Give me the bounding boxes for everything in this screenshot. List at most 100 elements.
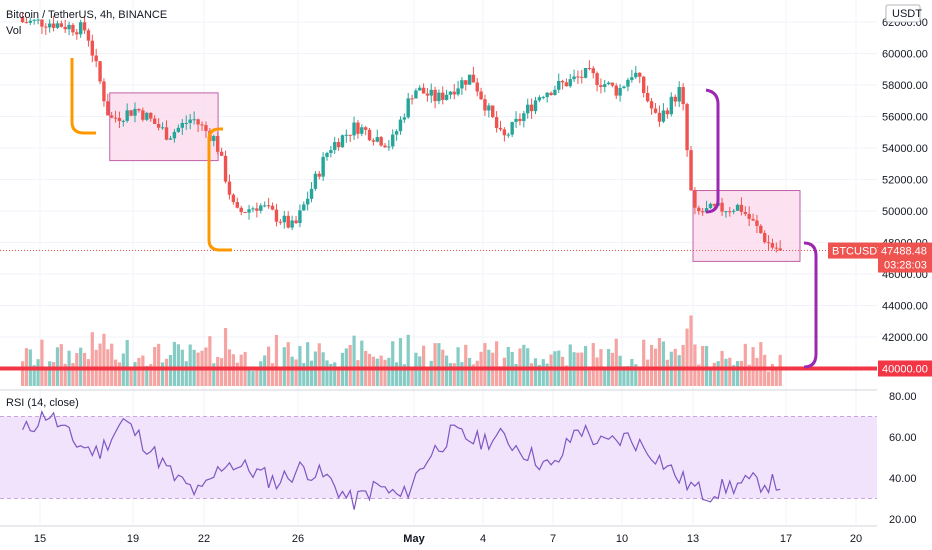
time-tick-label: 4 <box>480 533 486 545</box>
candle-body <box>394 131 399 135</box>
candle-body <box>770 242 775 248</box>
candle-body <box>137 108 141 111</box>
candle-body <box>117 117 122 122</box>
volume-bar <box>160 362 165 386</box>
volume-bar <box>533 358 538 386</box>
volume-bar <box>747 364 751 386</box>
candle-body <box>762 233 767 243</box>
price-axis[interactable]: 62000.0060000.0058000.0056000.0054000.00… <box>877 0 932 550</box>
volume-bar <box>770 364 775 386</box>
candle-body <box>172 131 177 139</box>
volume-bar <box>317 343 321 386</box>
candle-body <box>360 127 364 134</box>
volume-bar <box>356 360 360 386</box>
candle-body <box>239 207 243 213</box>
volume-bar <box>595 357 599 386</box>
candle-body <box>305 198 310 205</box>
candle-body <box>294 220 298 224</box>
time-tick-label: 15 <box>34 533 46 545</box>
candle-body <box>510 121 514 135</box>
candle-body <box>720 202 724 212</box>
rsi-band <box>0 416 877 499</box>
candle-body <box>724 211 728 213</box>
candle-body <box>673 96 677 102</box>
candle-body <box>595 73 599 86</box>
volume-bar <box>20 361 25 386</box>
candle-body <box>67 24 71 30</box>
candle-body <box>282 215 286 223</box>
candle-body <box>59 23 64 27</box>
candle-body <box>344 134 349 136</box>
volume-bar <box>129 366 133 386</box>
candle-body <box>371 140 376 142</box>
volume-bar <box>506 346 510 386</box>
candle-body <box>641 76 646 93</box>
range-boxes <box>109 92 801 262</box>
volume-bar <box>704 345 709 386</box>
candle-body <box>564 82 569 87</box>
candle-body <box>321 156 325 177</box>
candle-body <box>614 85 618 96</box>
candle-body <box>278 221 283 223</box>
volume-bar <box>188 344 192 386</box>
volume-bar <box>137 357 141 386</box>
volume-bar <box>337 367 341 386</box>
time-axis[interactable]: 15 19 22 26 May 4 7 10 13 17 20 <box>34 533 862 545</box>
volume-bar <box>708 368 713 386</box>
volume-bar <box>117 362 122 386</box>
candle-body <box>348 134 352 136</box>
candle-body <box>152 118 157 124</box>
candle-body <box>638 72 642 77</box>
volume-bar <box>495 341 499 386</box>
candle-body <box>774 247 779 249</box>
volume-bar <box>36 359 40 386</box>
candle-body <box>778 248 782 251</box>
candle-body <box>568 79 572 87</box>
volume-bar <box>560 356 565 386</box>
candle-body <box>235 202 239 208</box>
candle-body <box>44 26 48 28</box>
candle-body <box>599 85 603 87</box>
candle-body <box>483 99 487 111</box>
price-tick-label: 50000.00 <box>882 206 928 218</box>
candle-body <box>406 98 410 118</box>
candle-body <box>606 82 611 85</box>
candle-body <box>78 22 83 35</box>
candle-body <box>192 119 196 121</box>
rsi-tick-label: 60.00 <box>889 432 917 444</box>
volume-bar <box>235 362 239 386</box>
candle-body <box>313 173 318 189</box>
volume-bar <box>743 343 747 386</box>
volume-bar <box>471 364 476 386</box>
price-tick-label: 44000.00 <box>882 301 928 313</box>
candle-body <box>156 123 161 128</box>
candle-body <box>32 19 36 21</box>
candle-body <box>731 210 736 212</box>
orange-bracket-2 <box>207 138 232 252</box>
candle-body <box>649 101 654 109</box>
candle-body <box>471 74 476 83</box>
candle-body <box>325 152 329 157</box>
volume-legend: Vol <box>6 25 21 37</box>
volume-bar <box>467 358 472 386</box>
candle-body <box>553 89 557 96</box>
rsi-pane <box>0 410 877 510</box>
candle-body <box>133 108 137 116</box>
volume-bar <box>294 359 298 386</box>
volume-bar <box>352 335 356 386</box>
candle-body <box>467 74 472 85</box>
volume-bar <box>483 343 487 386</box>
price-tag <box>878 242 932 273</box>
candle-body <box>618 87 622 96</box>
candle-body <box>20 17 25 23</box>
volume-bar <box>661 341 666 386</box>
volume-bar <box>102 333 106 386</box>
time-tick-label: May <box>403 533 425 545</box>
candle-body <box>743 211 748 215</box>
price-tick-label: 42000.00 <box>882 332 928 344</box>
candle-body <box>168 138 173 140</box>
volume-bar <box>622 366 626 386</box>
price-tick-label: 60000.00 <box>882 49 928 61</box>
candle-body <box>391 134 395 147</box>
